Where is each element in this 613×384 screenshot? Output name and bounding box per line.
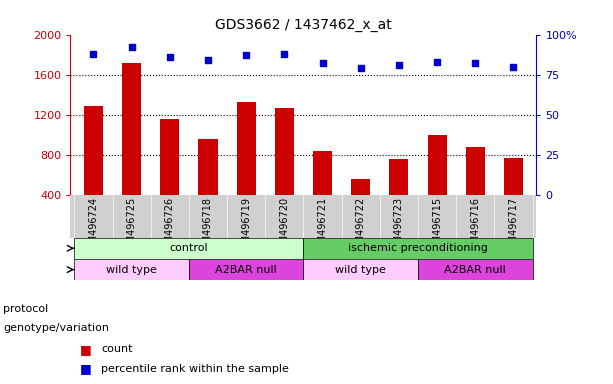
Text: ischemic preconditioning: ischemic preconditioning [348,243,488,253]
Text: GSM496721: GSM496721 [318,197,327,256]
Point [470,60,480,66]
Point [318,60,327,66]
Point [88,51,98,57]
Bar [199,139,218,195]
FancyBboxPatch shape [303,238,533,258]
Text: percentile rank within the sample: percentile rank within the sample [101,364,289,374]
Text: GSM496722: GSM496722 [356,197,366,256]
Point [394,62,404,68]
Point [242,52,251,58]
Text: wild type: wild type [106,265,157,275]
FancyBboxPatch shape [74,238,303,258]
Point [356,65,365,71]
Bar [84,106,103,195]
Text: GSM496724: GSM496724 [88,197,99,256]
Text: GSM496725: GSM496725 [127,197,137,256]
Bar [122,63,141,195]
Text: GSM496723: GSM496723 [394,197,404,256]
FancyBboxPatch shape [189,259,303,280]
Point [280,51,289,57]
Point [509,63,519,70]
FancyBboxPatch shape [303,259,418,280]
Text: GSM496719: GSM496719 [241,197,251,256]
Text: ■: ■ [80,362,91,375]
FancyBboxPatch shape [418,259,533,280]
Text: GSM496716: GSM496716 [470,197,480,256]
Text: GSM496720: GSM496720 [280,197,289,256]
Text: GSM496718: GSM496718 [203,197,213,256]
Bar [275,108,294,195]
Bar [237,102,256,195]
Title: GDS3662 / 1437462_x_at: GDS3662 / 1437462_x_at [215,18,392,32]
FancyBboxPatch shape [74,259,189,280]
Bar [351,179,370,195]
Bar [389,159,408,195]
Text: genotype/variation: genotype/variation [3,323,109,333]
Text: count: count [101,344,132,354]
Text: GSM496715: GSM496715 [432,197,442,256]
Point [127,44,137,50]
Bar [427,135,447,195]
Text: A2BAR null: A2BAR null [444,265,506,275]
Bar [160,119,180,195]
Text: ■: ■ [80,343,91,356]
Point [165,54,175,60]
Bar [504,158,523,195]
Text: A2BAR null: A2BAR null [215,265,277,275]
Bar [466,147,485,195]
Text: GSM496717: GSM496717 [508,197,519,256]
Text: GSM496726: GSM496726 [165,197,175,256]
Text: control: control [170,243,208,253]
Point [203,57,213,63]
Text: wild type: wild type [335,265,386,275]
Text: protocol: protocol [3,304,48,314]
Bar [313,151,332,195]
Point [432,59,442,65]
